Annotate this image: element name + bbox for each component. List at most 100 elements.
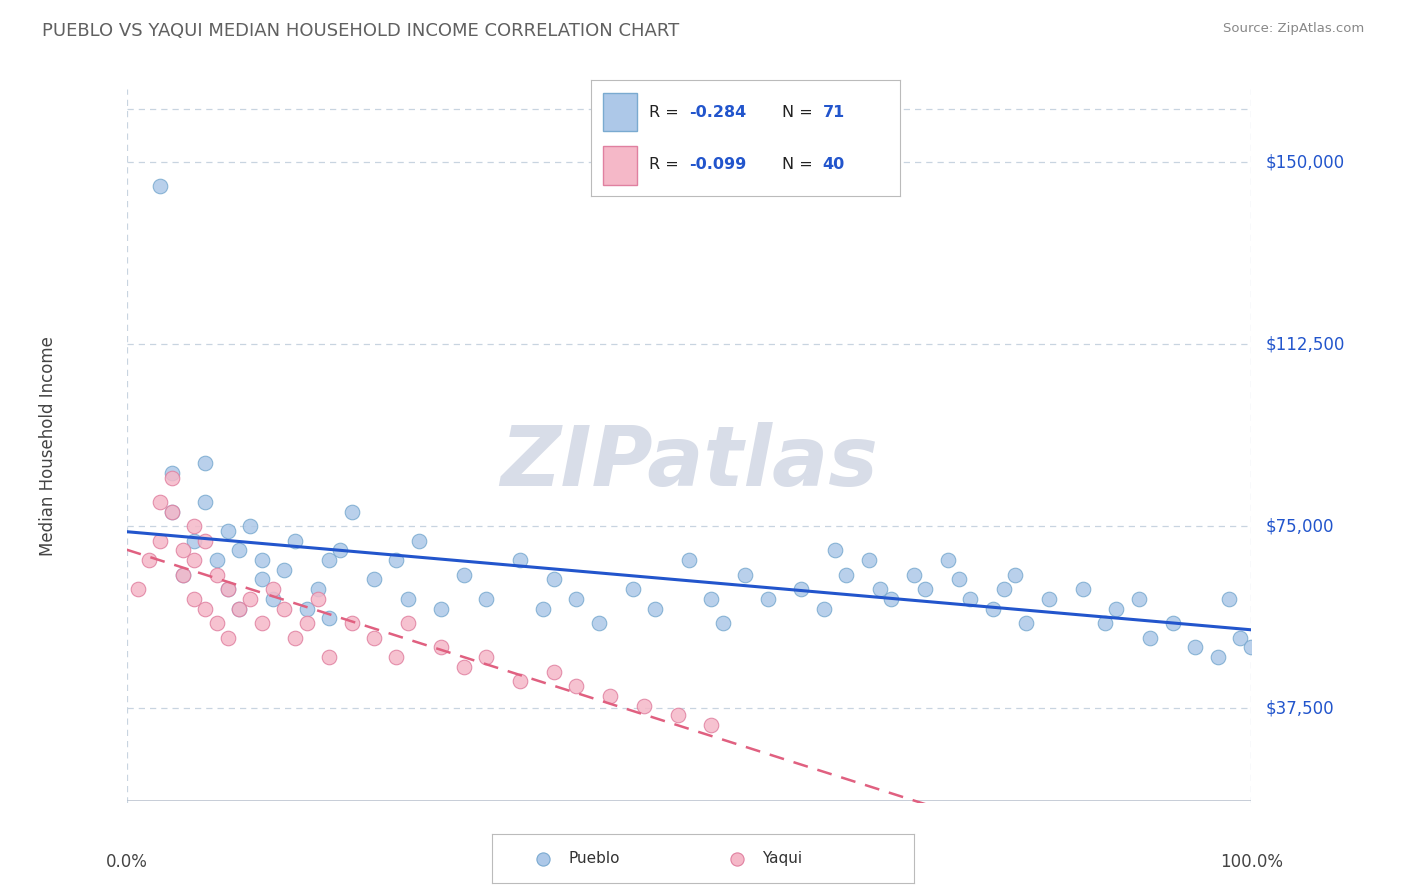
Text: Median Household Income: Median Household Income [39, 336, 56, 556]
Point [318, 553, 340, 567]
Point [318, 650, 340, 665]
Point [273, 601, 295, 615]
Point [700, 718, 723, 732]
Point [307, 582, 329, 597]
Point [543, 573, 565, 587]
Point [1004, 567, 1026, 582]
Point [295, 616, 318, 631]
Point [835, 567, 858, 582]
Point [711, 616, 734, 631]
Point [228, 601, 250, 615]
Point [183, 553, 205, 567]
Point [959, 591, 981, 606]
Point [217, 582, 239, 597]
Point [205, 616, 228, 631]
Text: N =: N = [782, 157, 818, 172]
Point [734, 567, 756, 582]
Point [183, 591, 205, 606]
Point [295, 601, 318, 615]
Point [824, 543, 846, 558]
Point [621, 582, 644, 597]
Point [284, 533, 307, 548]
Text: $75,000: $75,000 [1265, 517, 1334, 535]
Point [273, 563, 295, 577]
Point [858, 553, 880, 567]
Point [205, 553, 228, 567]
Point [790, 582, 813, 597]
Point [160, 504, 183, 518]
Point [880, 591, 903, 606]
Point [329, 543, 352, 558]
Point [1240, 640, 1263, 655]
Point [509, 553, 531, 567]
Point [149, 495, 172, 509]
Point [194, 601, 217, 615]
Point [385, 650, 408, 665]
Point [1015, 616, 1038, 631]
Point [194, 533, 217, 548]
Text: Yaqui: Yaqui [762, 851, 803, 866]
Point [1139, 631, 1161, 645]
Point [217, 631, 239, 645]
Point [205, 567, 228, 582]
Point [262, 591, 284, 606]
Point [725, 851, 748, 865]
Point [1038, 591, 1060, 606]
Point [172, 567, 194, 582]
Point [239, 591, 262, 606]
Point [1184, 640, 1206, 655]
Point [217, 524, 239, 538]
Point [340, 616, 363, 631]
Point [1161, 616, 1184, 631]
Text: $112,500: $112,500 [1265, 335, 1344, 353]
Point [756, 591, 779, 606]
Bar [603, 146, 637, 185]
Point [217, 582, 239, 597]
Bar [603, 93, 637, 131]
Point [239, 519, 262, 533]
Text: PUEBLO VS YAQUI MEDIAN HOUSEHOLD INCOME CORRELATION CHART: PUEBLO VS YAQUI MEDIAN HOUSEHOLD INCOME … [42, 22, 679, 40]
Point [172, 567, 194, 582]
Text: Source: ZipAtlas.com: Source: ZipAtlas.com [1223, 22, 1364, 36]
Point [588, 616, 610, 631]
Point [509, 674, 531, 689]
Point [869, 582, 891, 597]
Point [340, 504, 363, 518]
Point [363, 631, 385, 645]
Point [194, 495, 217, 509]
Point [160, 466, 183, 480]
Point [160, 504, 183, 518]
Text: Pueblo: Pueblo [568, 851, 620, 866]
Point [183, 533, 205, 548]
Point [936, 553, 959, 567]
Point [160, 470, 183, 484]
Point [633, 698, 655, 713]
Text: 100.0%: 100.0% [1220, 853, 1282, 871]
Point [531, 601, 554, 615]
Point [981, 601, 1004, 615]
Point [385, 553, 408, 567]
Point [172, 543, 194, 558]
Point [363, 573, 385, 587]
Point [250, 553, 273, 567]
Point [700, 591, 723, 606]
Text: $150,000: $150,000 [1265, 153, 1344, 171]
Point [565, 591, 588, 606]
Point [430, 640, 453, 655]
Point [183, 519, 205, 533]
Point [250, 573, 273, 587]
Text: 0.0%: 0.0% [105, 853, 148, 871]
Point [453, 660, 475, 674]
Point [666, 708, 689, 723]
Point [307, 591, 329, 606]
Text: 40: 40 [823, 157, 845, 172]
Point [948, 573, 970, 587]
Point [993, 582, 1015, 597]
Point [813, 601, 835, 615]
Point [284, 631, 307, 645]
Point [149, 533, 172, 548]
Text: $37,500: $37,500 [1265, 699, 1334, 717]
Point [430, 601, 453, 615]
Point [1229, 631, 1251, 645]
Point [396, 591, 419, 606]
